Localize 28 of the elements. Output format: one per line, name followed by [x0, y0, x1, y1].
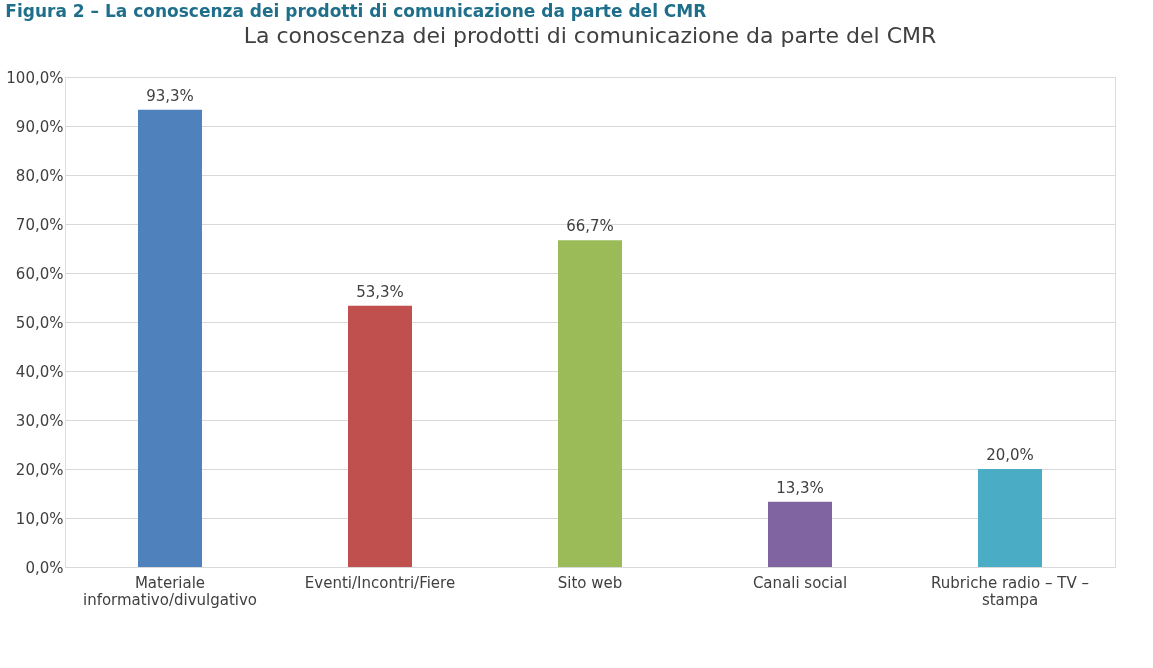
y-tick-label: 70,0% — [15, 215, 64, 234]
x-tick-label: Canali social — [752, 573, 848, 592]
bar — [768, 501, 832, 567]
y-tick-label: 10,0% — [15, 509, 64, 528]
bar — [558, 240, 622, 567]
y-tick-label: 80,0% — [15, 166, 64, 185]
y-tick-label: 20,0% — [15, 460, 64, 479]
x-tick-label: Sito web — [557, 573, 623, 592]
y-tick-label: 90,0% — [15, 117, 64, 136]
data-label: 53,3% — [356, 282, 404, 301]
bar — [978, 469, 1042, 567]
data-label: 20,0% — [986, 446, 1034, 464]
y-tick-label: 30,0% — [15, 411, 64, 430]
y-tick-label: 60,0% — [15, 264, 64, 283]
x-tick-label: Eventi/Incontri/Fiere — [304, 573, 456, 592]
x-tick-label: Rubriche radio – TV – stampa — [931, 573, 1089, 609]
bar — [348, 305, 412, 567]
data-label: 13,3% — [776, 478, 824, 497]
bar — [138, 109, 202, 567]
data-label: 93,3% — [146, 86, 194, 105]
data-label: 66,7% — [566, 217, 614, 236]
y-tick-label: 50,0% — [15, 313, 64, 332]
chart-title: La conoscenza dei prodotti di comunicazione da parte del CMR — [243, 23, 937, 48]
text: Figura 2 – La conoscenza dei prodotti di comunicazione da parte del CMR — [5, 0, 707, 21]
y-tick-label: 0,0% — [25, 558, 64, 577]
x-tick-label: Materiale informativo/divulgativo — [82, 573, 258, 609]
y-tick-label: 40,0% — [15, 362, 64, 381]
y-tick-label: 100,0% — [6, 68, 64, 87]
